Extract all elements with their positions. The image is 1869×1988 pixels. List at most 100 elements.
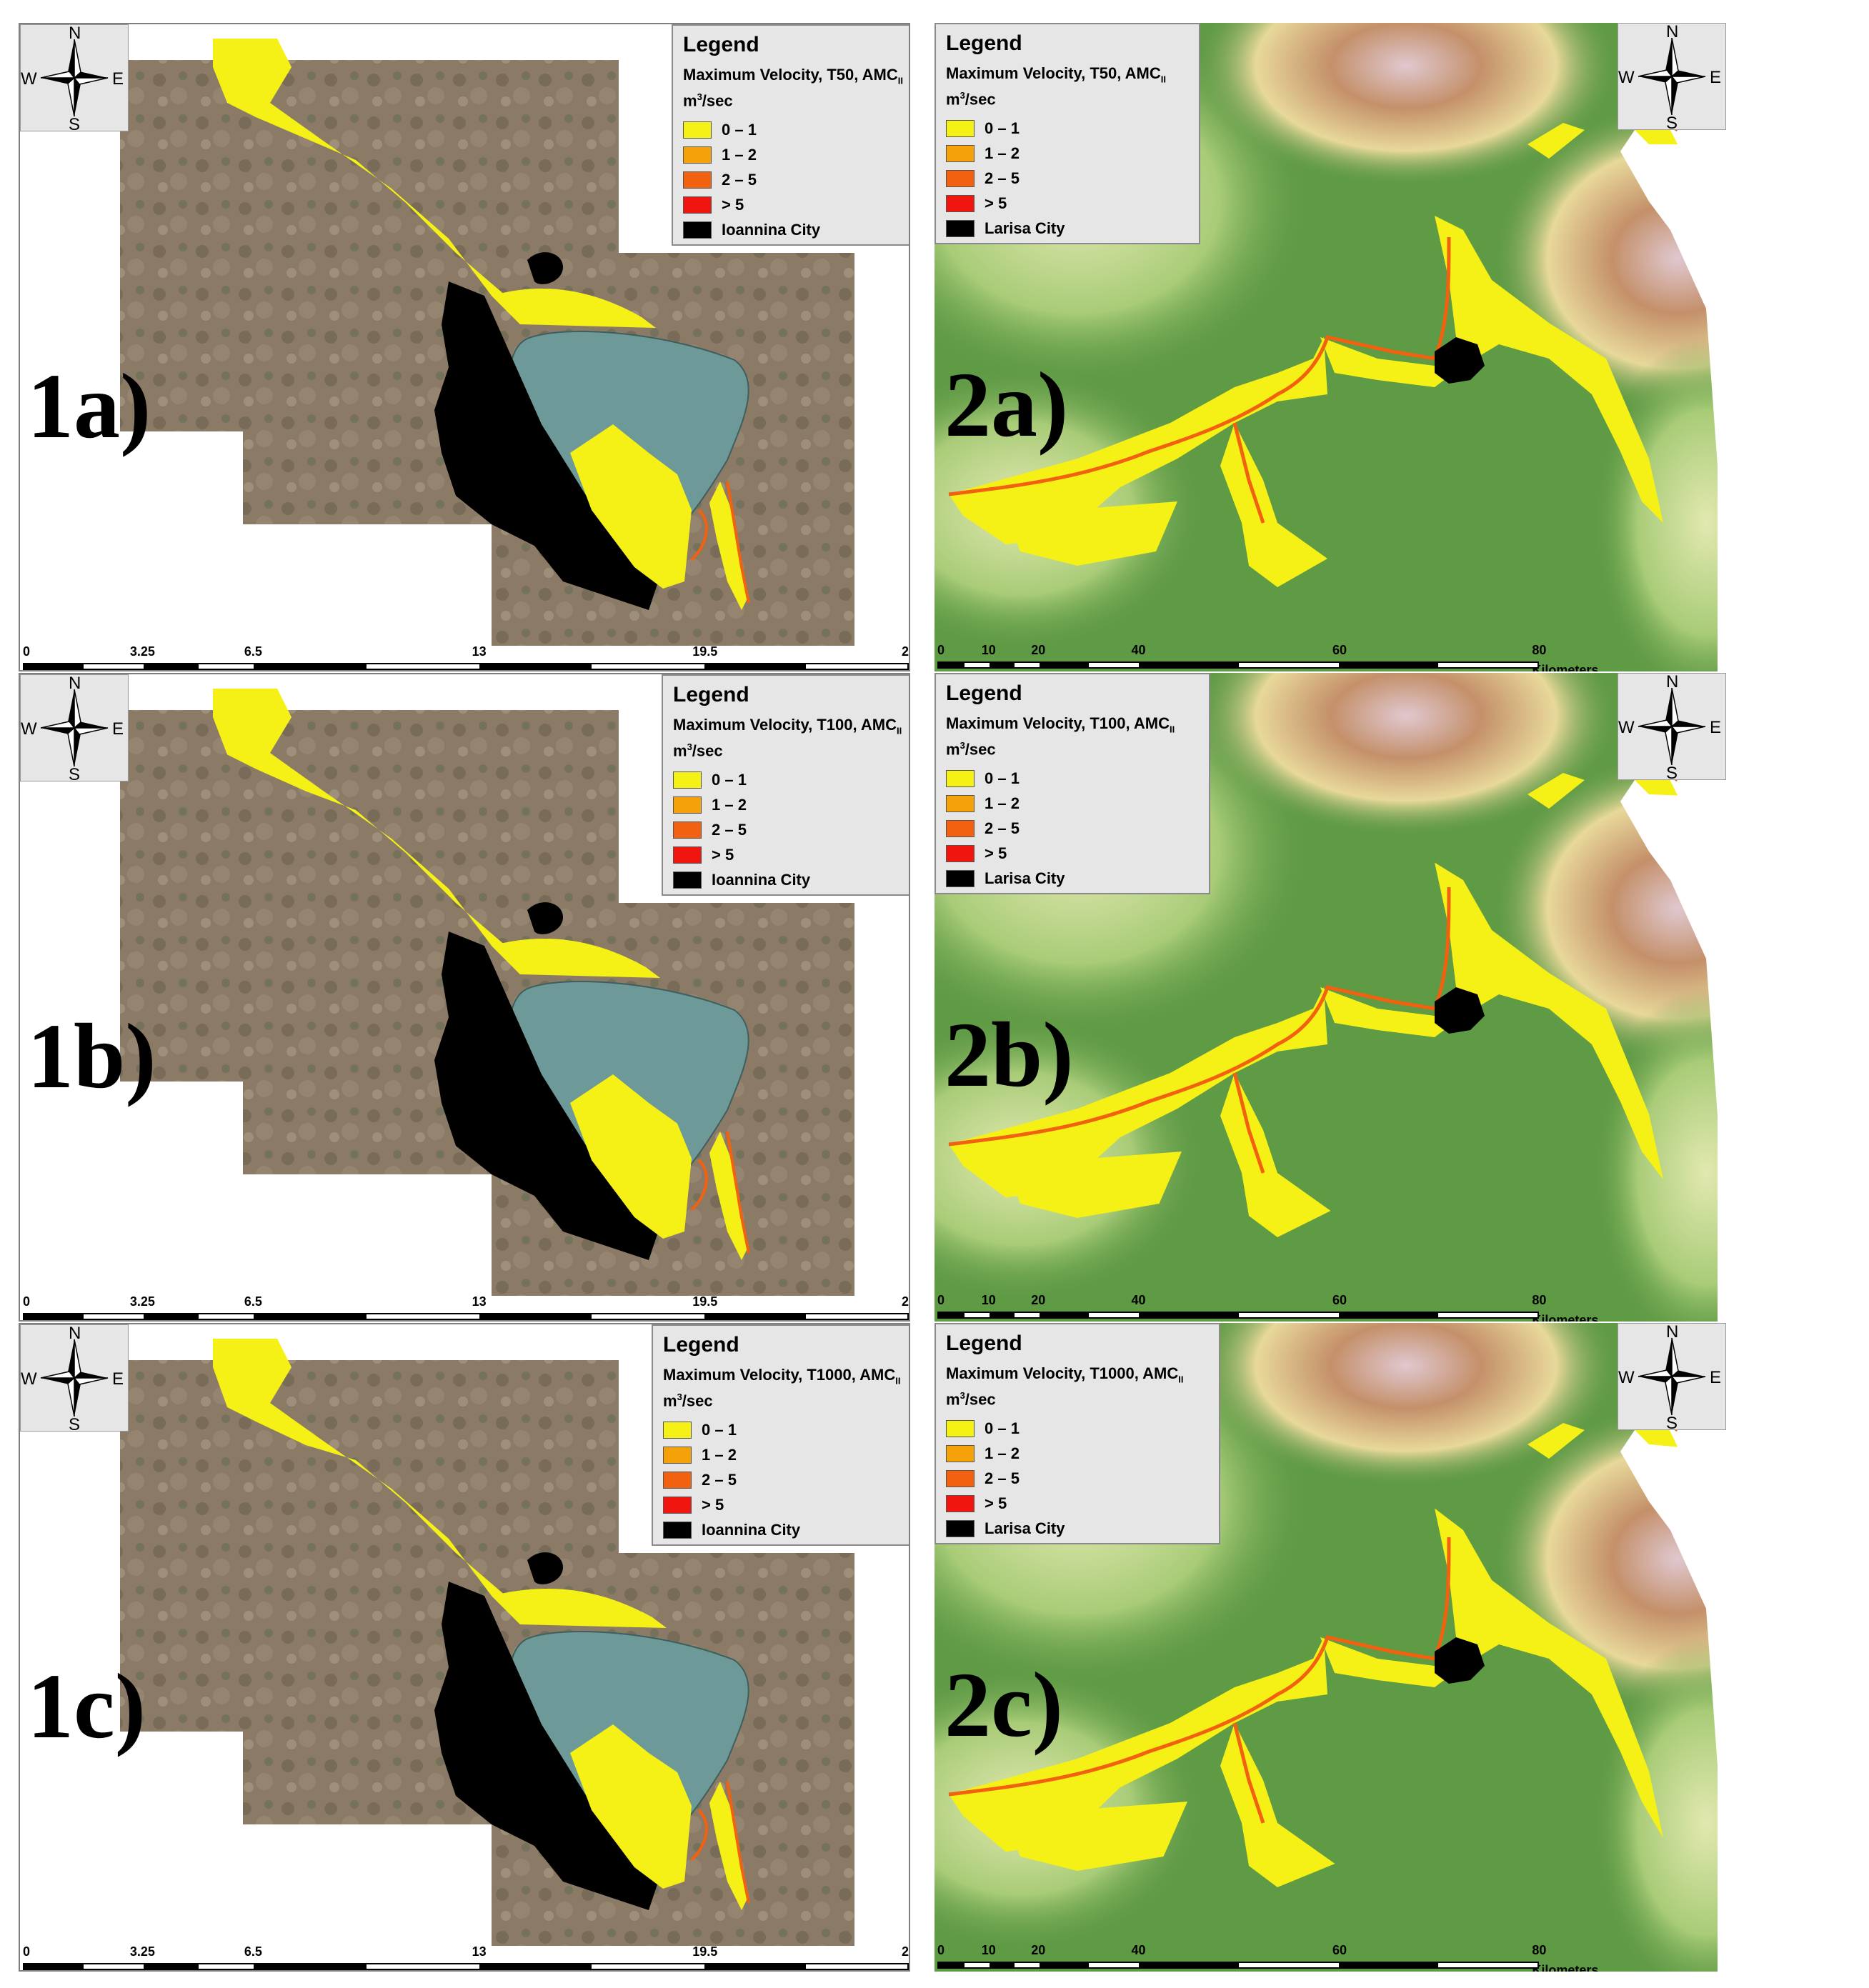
legend-subtitle: Maximum Velocity, T100, AMCII bbox=[673, 716, 902, 736]
legend-unit: m3/sec bbox=[946, 90, 996, 109]
compass-rose-icon bbox=[40, 1339, 109, 1417]
scale-unit: Kilometers bbox=[1532, 663, 1599, 671]
legend-swatch bbox=[946, 820, 975, 838]
compass-s-label: S bbox=[69, 765, 81, 784]
legend-swatch bbox=[663, 1447, 692, 1464]
legend-entry: 1 – 2 bbox=[663, 1443, 909, 1468]
legend-subtitle: Maximum Velocity, T1000, AMCII bbox=[946, 1364, 1184, 1385]
legend-entry: 2 – 5 bbox=[683, 168, 909, 193]
scale-tick-label: 26 bbox=[901, 1944, 909, 1959]
compass-e-label: E bbox=[1710, 718, 1722, 737]
compass: N S W E bbox=[1618, 1323, 1726, 1433]
legend-entry-label: 1 – 2 bbox=[722, 146, 757, 164]
legend-entry: 1 – 2 bbox=[946, 1442, 1209, 1467]
compass-e-label: E bbox=[112, 69, 124, 89]
scale-tick-label: 10 bbox=[981, 1943, 996, 1957]
legend-swatch bbox=[946, 1420, 975, 1438]
scale-tick-label: 80 bbox=[1532, 643, 1547, 657]
legend-entry: Larisa City bbox=[946, 1517, 1209, 1542]
legend: Legend Maximum Velocity, T50, AMCII m3/sec… bbox=[934, 23, 1200, 244]
compass-w-label: W bbox=[21, 1369, 37, 1389]
legend-entry: 2 – 5 bbox=[946, 1467, 1209, 1492]
legend-unit: m3/sec bbox=[673, 741, 723, 760]
compass: N S W E bbox=[1618, 673, 1726, 783]
panel-label: 2c) bbox=[945, 1654, 1063, 1757]
legend-entry-label: 0 – 1 bbox=[985, 1419, 1020, 1438]
scale-tick-label: 6.5 bbox=[244, 1294, 262, 1309]
legend-entry-label: 2 – 5 bbox=[722, 171, 757, 189]
legend-entry: > 5 bbox=[673, 843, 909, 868]
scale-tick-label: 0 bbox=[937, 643, 945, 657]
scale-tick-label: 3.25 bbox=[129, 644, 155, 659]
legend-swatch bbox=[946, 1520, 975, 1538]
legend-title: Legend bbox=[683, 33, 759, 56]
legend-unit: m3/sec bbox=[946, 740, 996, 759]
legend-swatch bbox=[663, 1422, 692, 1439]
satellite-map bbox=[120, 39, 854, 646]
legend-entry-label: 1 – 2 bbox=[712, 796, 747, 814]
legend-entry: 2 – 5 bbox=[946, 816, 1199, 841]
legend-entry: 0 – 1 bbox=[673, 768, 909, 793]
legend-entry: 0 – 1 bbox=[683, 118, 909, 143]
legend-swatch bbox=[946, 195, 975, 213]
compass-n-label: N bbox=[1666, 23, 1679, 41]
legend-subtitle: Maximum Velocity, T50, AMCII bbox=[683, 66, 903, 86]
scale-tick-label: 19.5 bbox=[692, 1944, 718, 1959]
legend-entry-label: 2 – 5 bbox=[712, 821, 747, 839]
legend-unit: m3/sec bbox=[946, 1390, 996, 1409]
scale-tick-label: 13 bbox=[472, 644, 487, 659]
scale-tick-label: 40 bbox=[1131, 643, 1146, 657]
compass-w-label: W bbox=[1618, 1368, 1635, 1387]
panel-label: 1c) bbox=[27, 1655, 146, 1758]
legend-swatch bbox=[946, 120, 975, 138]
compass-s-label: S bbox=[1666, 764, 1678, 783]
legend-entry-label: 0 – 1 bbox=[985, 769, 1020, 788]
scale-tick-label: 80 bbox=[1532, 1293, 1547, 1307]
compass-e-label: E bbox=[1710, 1368, 1722, 1387]
scale-tick-label: 10 bbox=[981, 643, 996, 657]
legend-entry-label: Larisa City bbox=[985, 1519, 1065, 1538]
legend-subtitle: Maximum Velocity, T100, AMCII bbox=[946, 714, 1175, 735]
legend-entry-label: > 5 bbox=[985, 1494, 1007, 1513]
legend-entry-label: 2 – 5 bbox=[985, 1469, 1020, 1488]
compass-rose-icon bbox=[1638, 687, 1706, 766]
legend-entry: > 5 bbox=[683, 193, 909, 218]
scale-tick-label: 0 bbox=[937, 1943, 945, 1957]
legend-swatch bbox=[683, 221, 712, 239]
legend-entry-label: 2 – 5 bbox=[702, 1471, 737, 1489]
legend-entry-label: 1 – 2 bbox=[985, 1444, 1020, 1463]
legend-swatch bbox=[946, 795, 975, 813]
map-panel-larisa: 2b) N S W E Legend Maximum Velocity, T100, AMC… bbox=[934, 673, 1726, 1322]
compass-w-label: W bbox=[1618, 68, 1635, 87]
scale-tick-label: 80 bbox=[1532, 1943, 1547, 1957]
scale-tick-label: 10 bbox=[981, 1293, 996, 1307]
legend-entry: 1 – 2 bbox=[673, 793, 909, 818]
scale-bar: 0 10 20 40 60 80 Kilometers bbox=[937, 643, 1726, 671]
scale-tick-label: 60 bbox=[1332, 643, 1347, 657]
panel-label: 2a) bbox=[945, 354, 1069, 456]
scale-tick-label: 6.5 bbox=[244, 644, 262, 659]
legend-entry-label: Larisa City bbox=[985, 219, 1065, 238]
legend-title: Legend bbox=[663, 1333, 739, 1357]
legend-entry: 0 – 1 bbox=[946, 116, 1189, 141]
scale-bar: 0 10 20 40 60 80 Kilometers bbox=[937, 1943, 1726, 1972]
scale-tick-label: 6.5 bbox=[244, 1944, 262, 1959]
legend-entry: 0 – 1 bbox=[946, 766, 1199, 791]
compass-w-label: W bbox=[21, 719, 37, 739]
scale-tick-label: 20 bbox=[1031, 1943, 1046, 1957]
panel-label: 1b) bbox=[27, 1005, 156, 1108]
scale-unit: Kilometers bbox=[1532, 1313, 1599, 1322]
legend-entry-label: 0 – 1 bbox=[712, 771, 747, 789]
legend: Legend Maximum Velocity, T50, AMCII m3/sec… bbox=[672, 24, 909, 246]
scale-tick-label: 19.5 bbox=[692, 1294, 718, 1309]
legend-entry: Ioannina City bbox=[673, 868, 909, 893]
legend-unit: m3/sec bbox=[683, 91, 733, 110]
legend-entry: Ioannina City bbox=[663, 1518, 909, 1543]
compass-s-label: S bbox=[69, 115, 81, 134]
legend-swatch bbox=[673, 771, 702, 789]
legend-title: Legend bbox=[946, 1332, 1022, 1355]
scale-tick-label: 13 bbox=[472, 1294, 487, 1309]
